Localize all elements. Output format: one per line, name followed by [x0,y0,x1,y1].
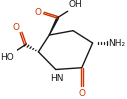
Text: HN: HN [50,74,64,83]
Text: NH₂: NH₂ [108,39,125,48]
Text: O: O [34,8,41,17]
Text: O: O [78,89,85,98]
Text: O: O [13,23,20,32]
Polygon shape [49,17,59,35]
Text: OH: OH [69,0,83,10]
Text: HO: HO [0,53,13,62]
